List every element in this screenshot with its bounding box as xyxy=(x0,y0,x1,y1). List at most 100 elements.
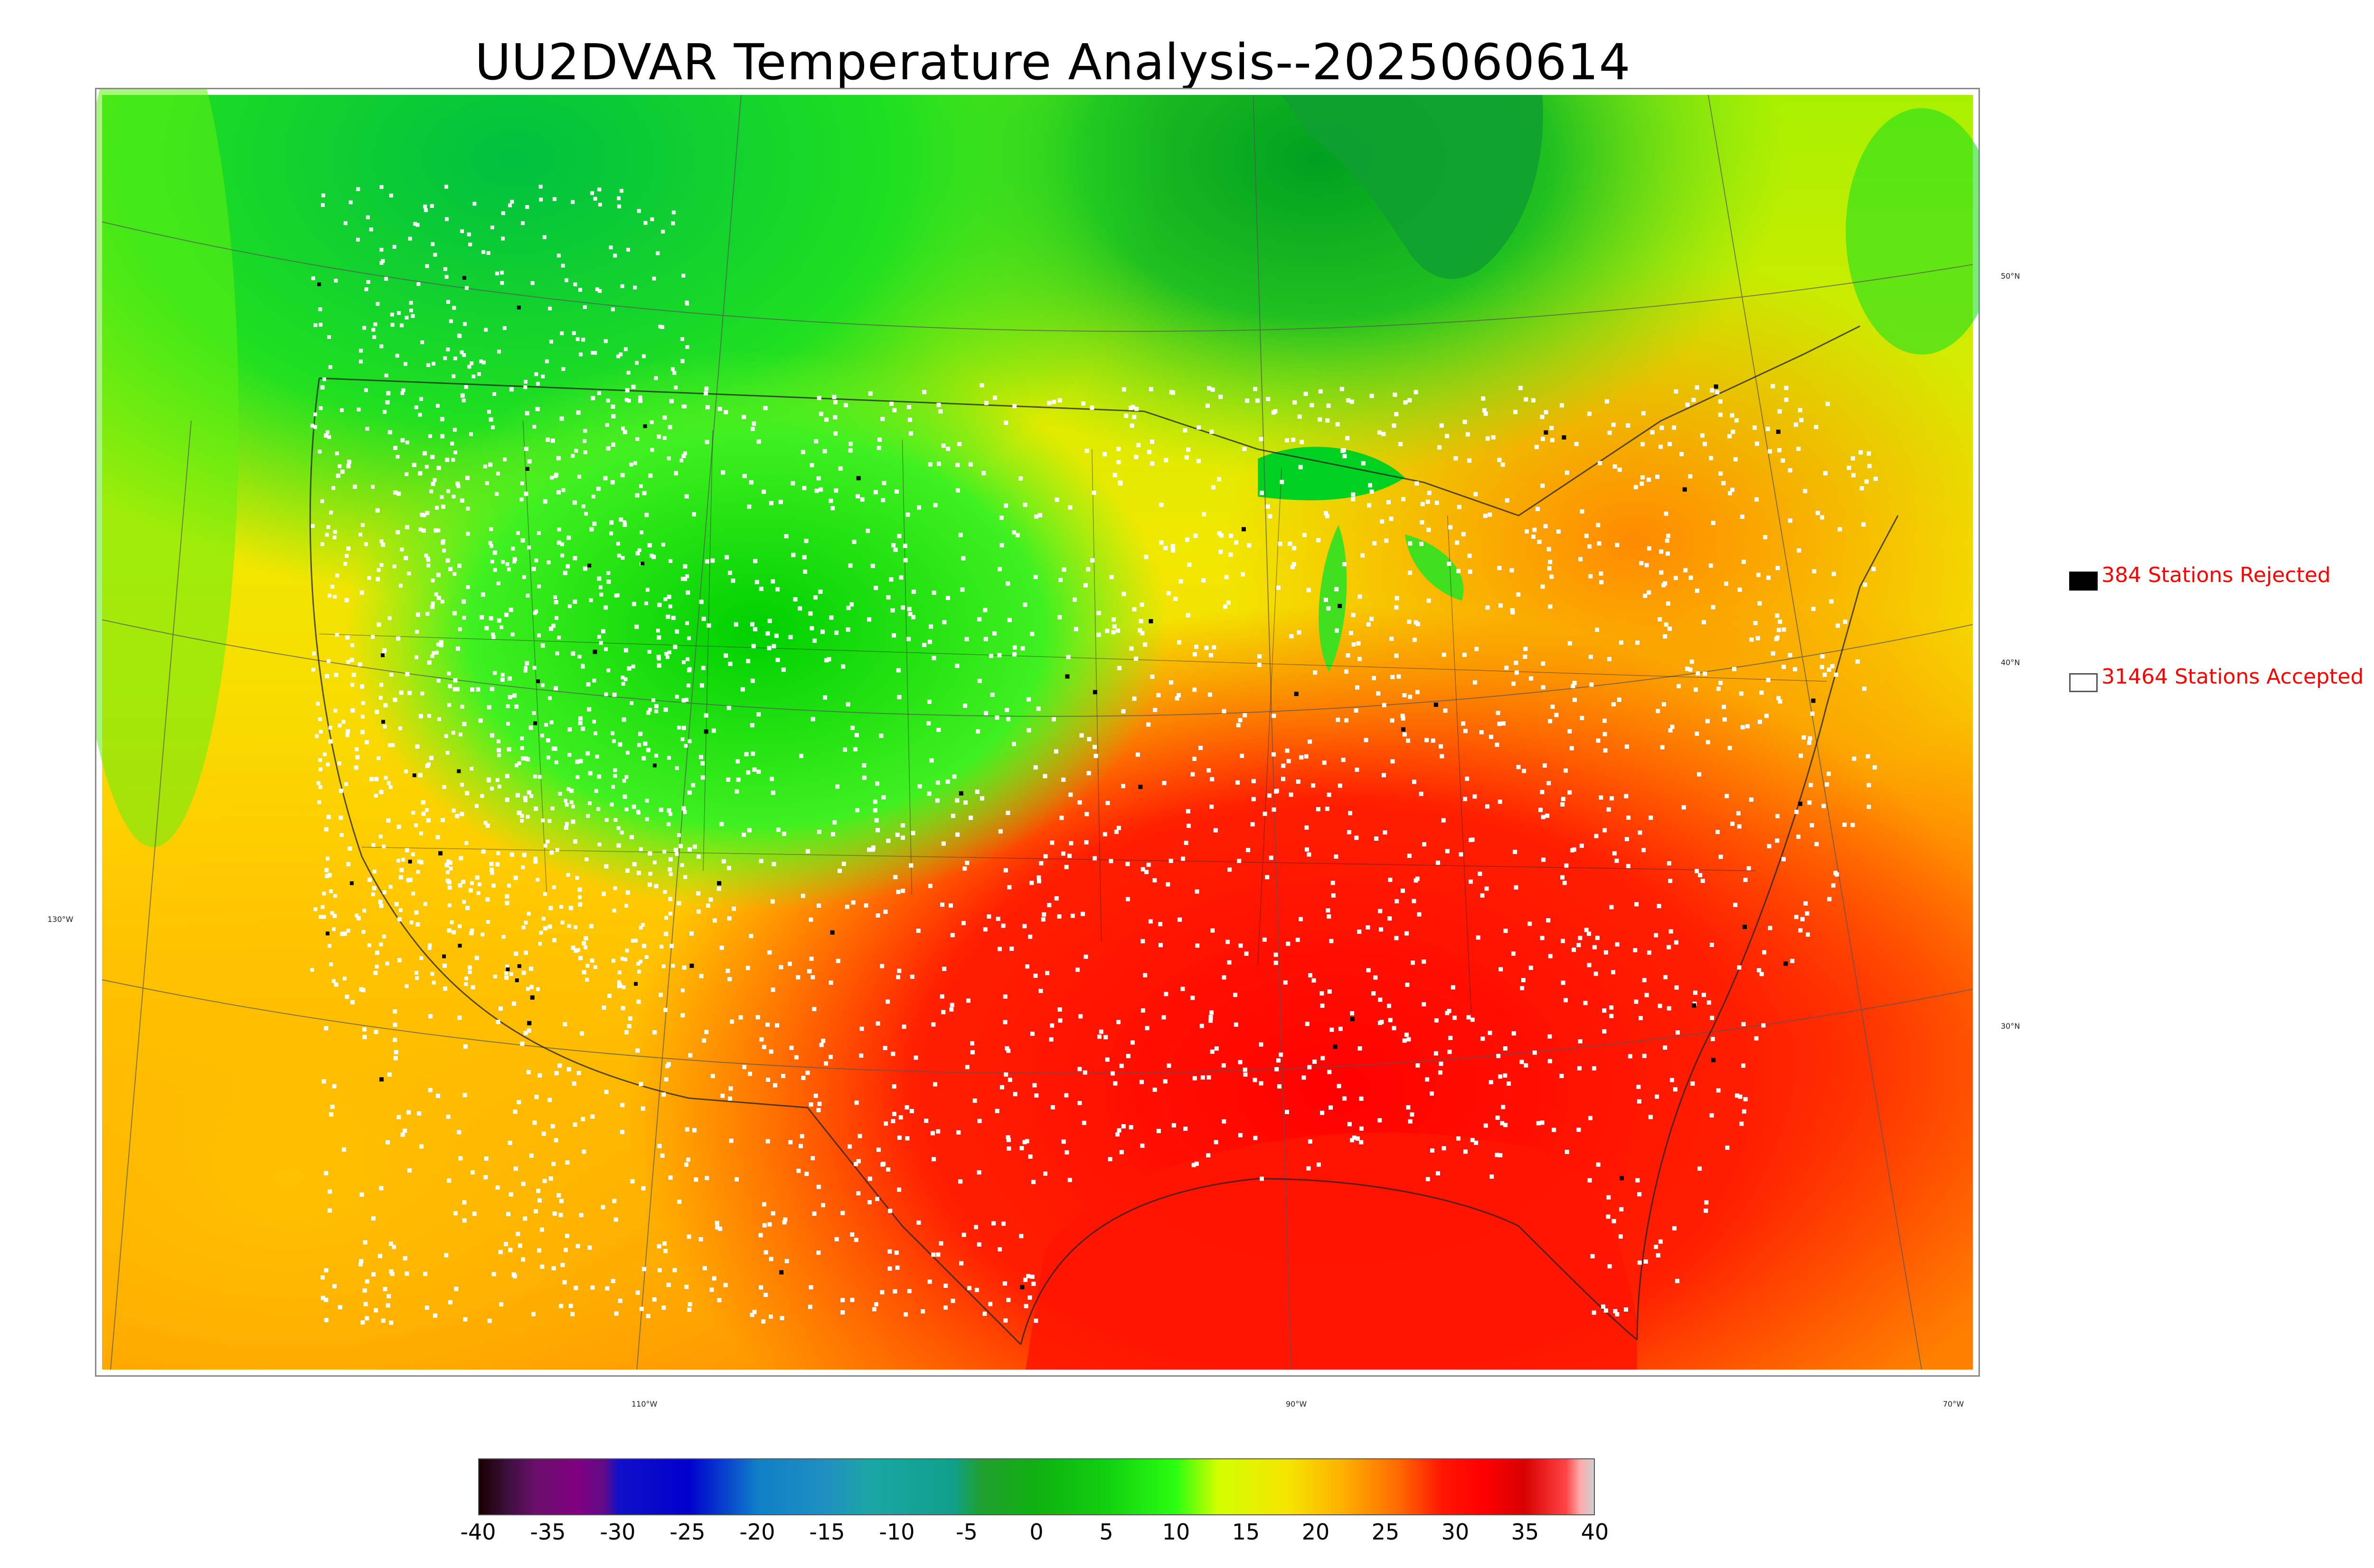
station-marker xyxy=(657,1268,662,1273)
station-marker xyxy=(1420,520,1424,525)
station-marker xyxy=(1688,667,1693,672)
station-marker xyxy=(916,929,921,933)
station-marker xyxy=(1603,748,1608,753)
station-marker xyxy=(1640,475,1645,479)
station-marker xyxy=(346,729,350,734)
station-marker xyxy=(645,588,650,592)
station-marker xyxy=(328,944,332,948)
station-marker xyxy=(1662,702,1666,707)
station-marker xyxy=(540,643,545,648)
station-marker xyxy=(1796,447,1801,451)
station-marker xyxy=(382,844,386,848)
station-marker xyxy=(928,462,933,467)
station-marker xyxy=(385,400,390,405)
station-marker xyxy=(383,1286,387,1291)
station-marker xyxy=(355,913,359,918)
station-marker xyxy=(681,698,686,703)
station-marker xyxy=(575,1244,580,1249)
station-marker xyxy=(1115,1132,1120,1137)
station-marker xyxy=(759,1037,764,1042)
station-marker xyxy=(1666,601,1670,606)
station-marker xyxy=(668,867,672,872)
station-marker xyxy=(517,1100,521,1105)
station-marker xyxy=(747,1071,752,1076)
station-marker xyxy=(1872,765,1877,770)
station-marker xyxy=(1378,909,1383,913)
station-marker xyxy=(1485,605,1490,610)
station-marker xyxy=(936,403,941,407)
station-marker xyxy=(1697,772,1702,777)
station-marker xyxy=(1351,612,1356,617)
station-marker xyxy=(451,458,455,462)
station-marker xyxy=(664,931,669,936)
station-marker xyxy=(633,939,638,943)
station-marker xyxy=(457,1130,462,1135)
station-marker xyxy=(854,732,859,737)
station-marker xyxy=(1635,640,1640,645)
station-marker xyxy=(1093,690,1097,695)
station-marker xyxy=(657,663,661,668)
rejected-swatch xyxy=(2069,572,2098,591)
station-marker xyxy=(710,558,715,563)
station-marker xyxy=(379,942,383,947)
station-marker xyxy=(399,908,403,912)
station-marker xyxy=(1004,421,1008,425)
station-marker xyxy=(911,831,915,836)
station-marker xyxy=(641,562,645,566)
station-marker xyxy=(1038,988,1043,993)
station-marker xyxy=(767,950,772,955)
station-marker xyxy=(1595,936,1600,940)
station-marker xyxy=(334,982,339,987)
station-marker xyxy=(383,703,388,708)
station-marker xyxy=(623,347,628,351)
station-marker xyxy=(936,728,941,732)
station-marker xyxy=(838,466,843,471)
station-marker xyxy=(590,1285,595,1290)
station-marker xyxy=(768,1314,773,1319)
station-marker xyxy=(657,635,661,640)
station-marker xyxy=(362,1288,367,1293)
station-marker xyxy=(870,563,875,568)
station-marker xyxy=(617,554,622,558)
station-marker xyxy=(379,248,384,252)
station-marker xyxy=(1639,561,1644,565)
station-marker xyxy=(1136,443,1141,448)
station-marker xyxy=(1777,409,1782,414)
station-marker xyxy=(1715,390,1720,394)
station-marker xyxy=(360,714,365,719)
station-marker xyxy=(1784,385,1789,390)
station-marker xyxy=(540,683,545,687)
station-marker xyxy=(812,1211,817,1216)
station-marker xyxy=(599,592,603,597)
station-marker xyxy=(1116,1020,1121,1024)
station-marker xyxy=(1668,929,1673,934)
station-marker xyxy=(1394,596,1399,601)
station-marker xyxy=(563,1022,567,1027)
station-marker xyxy=(1077,1100,1082,1105)
station-marker xyxy=(721,470,725,475)
station-marker xyxy=(405,848,409,853)
station-marker xyxy=(386,391,391,395)
lon-label-90w: 90°W xyxy=(1286,1399,1307,1408)
station-marker xyxy=(775,1023,780,1028)
station-marker xyxy=(1102,832,1107,836)
station-marker xyxy=(467,365,471,369)
station-marker xyxy=(821,1038,826,1043)
station-marker xyxy=(751,644,756,648)
station-marker xyxy=(1873,477,1878,481)
station-marker xyxy=(927,791,932,796)
station-marker xyxy=(362,1034,367,1039)
station-marker xyxy=(1415,690,1420,695)
station-marker xyxy=(501,935,506,939)
station-marker xyxy=(1403,400,1408,405)
station-marker xyxy=(464,841,469,845)
station-marker xyxy=(1594,834,1599,838)
station-marker xyxy=(421,528,426,533)
station-marker xyxy=(1286,759,1291,763)
station-marker xyxy=(331,486,336,490)
station-marker xyxy=(465,906,470,911)
station-marker xyxy=(489,616,493,620)
station-marker xyxy=(1749,797,1753,802)
station-marker xyxy=(641,756,646,761)
station-marker xyxy=(621,556,625,560)
